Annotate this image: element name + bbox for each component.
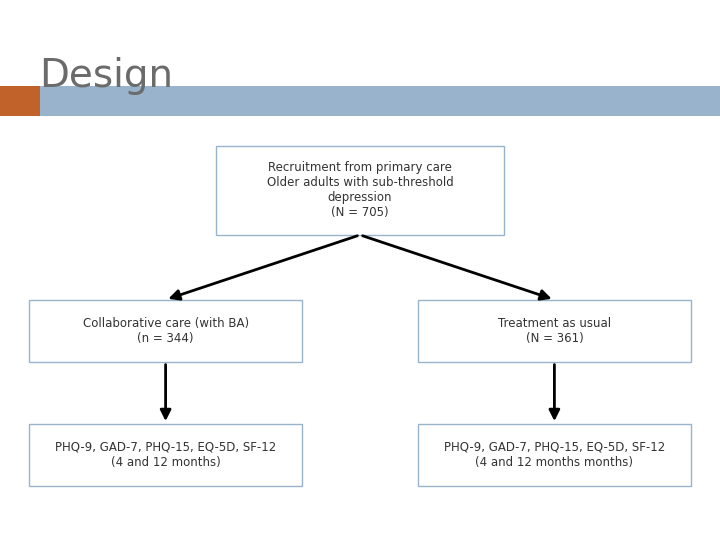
Bar [418,424,691,486]
Text: PHQ-9, GAD-7, PHQ-15, EQ-5D, SF-12
(4 and 12 months): PHQ-9, GAD-7, PHQ-15, EQ-5D, SF-12 (4 an… [55,441,276,469]
Bar [29,300,302,362]
Bar [216,146,504,235]
Text: Collaborative care (with BA)
(n = 344): Collaborative care (with BA) (n = 344) [83,317,248,345]
Bar [0,86,40,116]
Bar [29,424,302,486]
Text: Design: Design [40,57,174,94]
Text: Recruitment from primary care
Older adults with sub-threshold
depression
(N = 70: Recruitment from primary care Older adul… [266,161,454,219]
Bar [418,300,691,362]
Text: Treatment as usual
(N = 361): Treatment as usual (N = 361) [498,317,611,345]
Text: PHQ-9, GAD-7, PHQ-15, EQ-5D, SF-12
(4 and 12 months months): PHQ-9, GAD-7, PHQ-15, EQ-5D, SF-12 (4 an… [444,441,665,469]
Bar [40,86,720,116]
